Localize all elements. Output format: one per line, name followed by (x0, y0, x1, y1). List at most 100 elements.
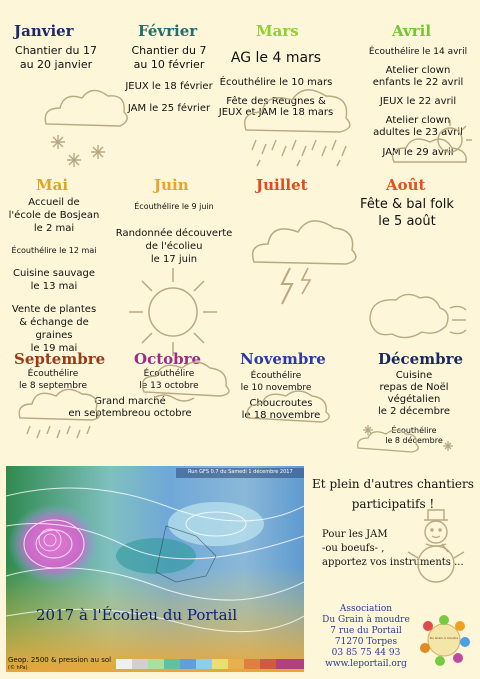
wind-face-icon (369, 293, 467, 339)
event-text: Écouthélire (250, 371, 302, 381)
event-text: Cuisine (395, 370, 433, 381)
event-text: Atelier clown (385, 65, 451, 76)
month-title-octobre: Octobre (134, 350, 202, 368)
event-text: le 17 juin (150, 254, 198, 265)
event-text: Chantier du 17 (15, 44, 97, 57)
septembre-events: Écouthélire le 8 septembre (14, 368, 92, 392)
jam-line: apportez vos instruments ... (322, 557, 464, 568)
assoc-line: 7 rue du Portail (330, 626, 402, 636)
aout-events: Fête & bal folk le 5 août (346, 196, 468, 230)
sun-cloud-icon (391, 120, 472, 163)
assoc-link[interactable]: www.leportail.org (325, 659, 407, 669)
map-legend-text: Geop. 2500 & pression au sol (8, 656, 112, 664)
month-title-juin: Juin (154, 176, 189, 194)
sun-icon (129, 268, 217, 356)
month-title-fevrier: Février (138, 22, 198, 40)
event-text: adultes le 23 avril (373, 127, 463, 138)
event-text: Écouthélire (391, 426, 437, 435)
month-title-mai: Mai (36, 176, 69, 194)
cloud-snow-icon (44, 89, 128, 167)
octobre-events: Écouthélire le 13 octobre (124, 368, 214, 392)
event-text: le 18 novembre (241, 410, 321, 421)
event-text: Écouthélire le 9 juin (134, 202, 214, 211)
event-text: Écouthélire le 14 avril (368, 47, 468, 57)
event-text: de l'écolieu (145, 241, 203, 252)
map-legend: Geop. 2500 & pression au sol (© hPa) (8, 656, 111, 672)
logo-text: Du Grain à moudre (429, 636, 459, 640)
event-text: au 10 février (133, 58, 205, 71)
event-text: Écouthélire le 12 mai (11, 246, 97, 255)
jam-line: Pour les JAM (322, 529, 388, 540)
weather-map-image: Run GFS 0.7 du Samedi 1 décembre 2017 Ge… (6, 466, 304, 672)
event-text: JAM le 25 février (127, 103, 211, 114)
event-text: Vente de plantes (11, 304, 97, 315)
event-text: le 19 mai (30, 343, 78, 354)
septembre-events-2: Grand marché en septembreou octobre (60, 396, 200, 420)
month-title-avril: Avril (392, 22, 432, 40)
avril-events: Écouthélire le 14 avril Atelier clown en… (362, 46, 474, 159)
event-text: Randonnée découverte (115, 228, 233, 239)
event-text: JEUX le 22 avril (379, 96, 457, 107)
event-text: le 5 août (378, 214, 436, 229)
month-title-juillet: Juillet (256, 176, 308, 194)
mai-events: Accueil de l'école de Bosjean le 2 mai É… (2, 196, 106, 355)
event-text: végétalien (387, 394, 441, 405)
event-text: & échange de graines (19, 317, 89, 341)
extra-title-2: participatifs ! (351, 497, 435, 511)
event-text: au 20 janvier (19, 58, 93, 71)
event-text: Écouthélire (143, 369, 195, 379)
event-text: Fête des Reugnes & (226, 96, 326, 107)
event-text: Accueil de (28, 197, 80, 208)
month-title-decembre: Décembre (378, 350, 464, 368)
event-text: le 13 octobre (139, 381, 199, 391)
event-text: l'école de Bosjean (8, 210, 100, 221)
month-title-novembre: Novembre (240, 350, 326, 368)
assoc-line: 71270 Torpes (334, 637, 398, 647)
event-text: Écouthélire le 10 mars (219, 77, 333, 88)
map-legend-small: (© hPa) (8, 665, 28, 671)
event-text: JEUX et JAM le 18 mars (218, 107, 334, 118)
event-text: le 8 septembre (18, 381, 87, 391)
event-text: Chantier du 7 (131, 44, 207, 57)
juin-events: Écouthélire le 9 juin Randonnée découver… (112, 200, 236, 266)
cloud-icon (246, 390, 330, 423)
jam-line: -ou boeufs- , (322, 543, 385, 554)
month-title-janvier: Janvier (14, 22, 74, 40)
event-text: Fête & bal folk (360, 197, 454, 212)
cloud-icon (141, 361, 230, 402)
event-text: le 8 décembre (385, 436, 443, 445)
poster-title: 2017 à l'Écolieu du Portail (36, 606, 238, 624)
event-text: Grand marché (94, 396, 166, 407)
month-title-aout: Août (386, 176, 426, 194)
event-text: Écouthélire (27, 369, 79, 379)
association-logo (420, 615, 470, 666)
extra-title: Et plein d'autres chantiers (312, 477, 474, 491)
event-text: Cuisine sauvage (13, 268, 95, 279)
mars-events: AG le 4 mars Écouthélire le 10 mars Fête… (212, 50, 340, 118)
map-header: Run GFS 0.7 du Samedi 1 décembre 2017 (188, 469, 293, 475)
snowman-icon (407, 509, 465, 583)
event-text: repas de Noël (379, 382, 449, 393)
assoc-line: Association (339, 604, 393, 614)
jam-note: Pour les JAM -ou boeufs- , apportez vos … (322, 528, 464, 570)
association-address: Association Du Grain à moudre 7 rue du P… (316, 604, 416, 670)
event-text: JEUX le 18 février (125, 81, 213, 92)
extra-chantiers: Et plein d'autres chantiers participatif… (312, 474, 474, 514)
novembre-events-2: Choucroutes le 18 novembre (222, 398, 340, 422)
assoc-line: 03 85 75 44 93 (331, 648, 401, 658)
fevrier-events: Chantier du 7 au 10 février JEUX le 18 f… (114, 44, 224, 116)
cloud-rain-icon (244, 89, 351, 167)
event-text: AG le 4 mars (230, 50, 322, 66)
event-text: le 2 mai (33, 223, 75, 234)
janvier-events: Chantier du 17 au 20 janvier (6, 44, 106, 72)
event-text: le 10 novembre (240, 383, 312, 393)
storm-cloud-icon (251, 220, 357, 305)
decembre-events: Cuisine repas de Noël végétalien le 2 dé… (358, 370, 470, 446)
event-text: enfants le 22 avril (372, 77, 464, 88)
novembre-events: Écouthélire le 10 novembre (226, 370, 326, 394)
cloud-rain-icon (18, 388, 100, 439)
event-text: le 2 décembre (378, 406, 450, 417)
month-title-mars: Mars (256, 22, 299, 40)
event-text: le 13 mai (30, 281, 78, 292)
month-title-septembre: Septembre (14, 350, 106, 368)
